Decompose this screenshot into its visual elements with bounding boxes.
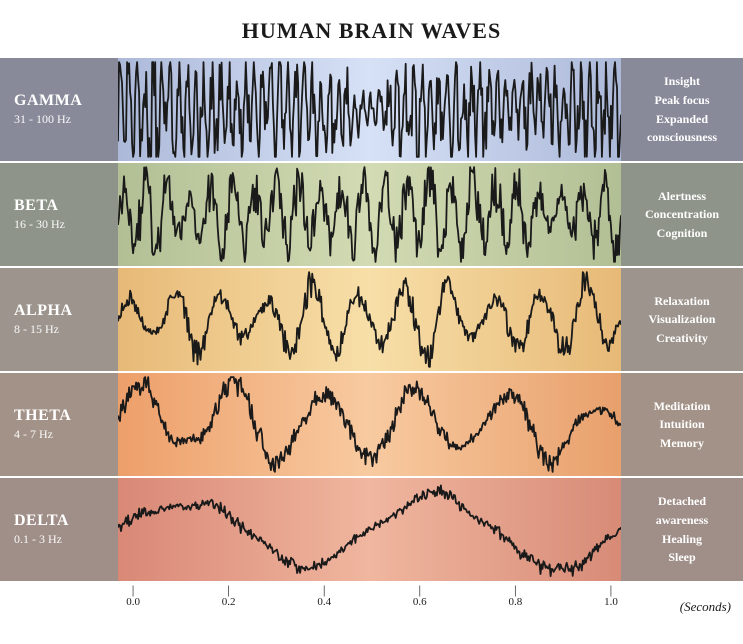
wave-frequency: 16 - 30 Hz — [14, 217, 118, 232]
wave-plot-gamma — [118, 58, 621, 161]
axis-label: (Seconds) — [680, 599, 731, 615]
wave-path — [118, 377, 621, 472]
wave-row-delta: DELTA 0.1 - 3 Hz DetachedawarenessHealingS… — [0, 478, 743, 583]
tick-mark: | — [126, 583, 140, 596]
wave-name: BETA — [14, 197, 118, 215]
axis-tick: |0.4 — [317, 583, 331, 608]
tick-label: 0.0 — [126, 596, 140, 608]
trait-text: Cognition — [657, 224, 708, 243]
tick-mark: | — [508, 583, 522, 596]
trait-text: Creativity — [656, 329, 708, 348]
wave-row-gamma: GAMMA 31 - 100 Hz InsightPeak focusExpande… — [0, 58, 743, 163]
tick-mark: | — [317, 583, 331, 596]
wave-name: DELTA — [14, 512, 118, 530]
row-traits-theta: MeditationIntuitionMemory — [621, 373, 743, 476]
tick-label: 0.4 — [317, 596, 331, 608]
axis-tick: |1.0 — [604, 583, 618, 608]
wave-frequency: 8 - 15 Hz — [14, 322, 118, 337]
trait-text: Healing — [662, 530, 702, 549]
axis-tick: |0.0 — [126, 583, 140, 608]
wave-plot-beta — [118, 163, 621, 266]
wave-rows: GAMMA 31 - 100 Hz InsightPeak focusExpande… — [0, 58, 743, 583]
wave-plot-theta — [118, 373, 621, 476]
trait-text: Insight — [664, 72, 700, 91]
axis-tick: |0.8 — [508, 583, 522, 608]
trait-text: Peak focus — [655, 91, 710, 110]
row-label-alpha: ALPHA 8 - 15 Hz — [0, 268, 118, 371]
tick-label: 0.8 — [508, 596, 522, 608]
wave-name: THETA — [14, 407, 118, 425]
wave-name: ALPHA — [14, 302, 118, 320]
axis-tick: |0.2 — [222, 583, 236, 608]
wave-row-beta: BETA 16 - 30 Hz AlertnessConcentrationCogn… — [0, 163, 743, 268]
wave-frequency: 31 - 100 Hz — [14, 112, 118, 127]
trait-text: Concentration — [645, 205, 719, 224]
trait-text: Intuition — [659, 415, 704, 434]
trait-text: Relaxation — [654, 292, 709, 311]
wave-row-alpha: ALPHA 8 - 15 Hz RelaxationVisualizationCre… — [0, 268, 743, 373]
row-traits-beta: AlertnessConcentrationCognition — [621, 163, 743, 266]
trait-text: consciousness — [647, 128, 717, 147]
tick-mark: | — [604, 583, 618, 596]
trait-text: Alertness — [658, 187, 706, 206]
wave-frequency: 0.1 - 3 Hz — [14, 532, 118, 547]
row-traits-gamma: InsightPeak focusExpandedconsciousness — [621, 58, 743, 161]
wave-path — [118, 167, 621, 262]
wave-row-theta: THETA 4 - 7 Hz MeditationIntuitionMemory — [0, 373, 743, 478]
wave-plot-delta — [118, 478, 621, 581]
row-label-delta: DELTA 0.1 - 3 Hz — [0, 478, 118, 581]
wave-plot-alpha — [118, 268, 621, 371]
row-label-gamma: GAMMA 31 - 100 Hz — [0, 58, 118, 161]
wave-path — [118, 485, 621, 576]
row-traits-delta: DetachedawarenessHealingSleep — [621, 478, 743, 581]
trait-text: Expanded — [656, 110, 708, 129]
trait-text: awareness — [656, 511, 708, 530]
row-label-theta: THETA 4 - 7 Hz — [0, 373, 118, 476]
row-label-beta: BETA 16 - 30 Hz — [0, 163, 118, 266]
x-axis: |0.0|0.2|0.4|0.6|0.8|1.0(Seconds) — [118, 583, 621, 631]
axis-tick: |0.6 — [413, 583, 427, 608]
chart-title: HUMAN BRAIN WAVES — [0, 0, 743, 58]
trait-text: Meditation — [654, 397, 711, 416]
tick-label: 1.0 — [604, 596, 618, 608]
tick-label: 0.6 — [413, 596, 427, 608]
tick-label: 0.2 — [222, 596, 236, 608]
row-traits-alpha: RelaxationVisualizationCreativity — [621, 268, 743, 371]
tick-mark: | — [222, 583, 236, 596]
wave-path — [118, 272, 621, 367]
tick-mark: | — [413, 583, 427, 596]
trait-text: Sleep — [668, 548, 695, 567]
wave-name: GAMMA — [14, 92, 118, 110]
wave-frequency: 4 - 7 Hz — [14, 427, 118, 442]
wave-path — [118, 62, 621, 157]
trait-text: Visualization — [649, 310, 716, 329]
trait-text: Memory — [660, 434, 704, 453]
trait-text: Detached — [658, 492, 706, 511]
